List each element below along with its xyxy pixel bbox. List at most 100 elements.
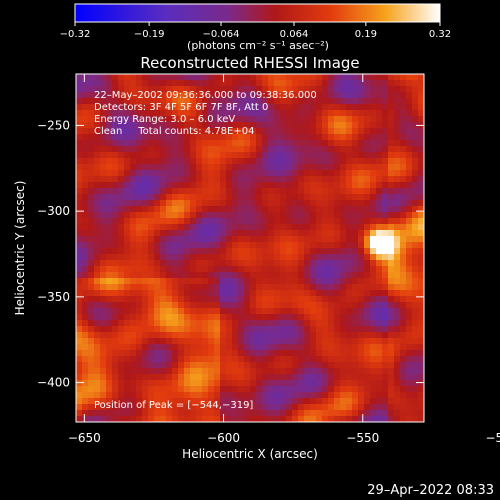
heatmap-cell [220, 236, 226, 242]
heatmap-cell [274, 290, 280, 296]
heatmap-cell [124, 182, 130, 188]
heatmap-cell [208, 242, 214, 248]
heatmap-cell [232, 128, 238, 134]
heatmap-cell [298, 386, 304, 392]
heatmap-cell [178, 308, 184, 314]
heatmap-cell [364, 188, 370, 194]
heatmap-cell [124, 278, 130, 284]
heatmap-cell [160, 224, 166, 230]
heatmap-cell [328, 242, 334, 248]
heatmap-cell [196, 212, 202, 218]
heatmap-cell [316, 308, 322, 314]
heatmap-cell [118, 254, 124, 260]
heatmap-cell [256, 284, 262, 290]
annotation-counts: Clean Total counts: 4.78E+04 [94, 126, 254, 137]
heatmap-cell [316, 206, 322, 212]
heatmap-cell [310, 194, 316, 200]
heatmap-cell [376, 110, 382, 116]
heatmap-cell [292, 278, 298, 284]
heatmap-cell [352, 176, 358, 182]
heatmap-cell [238, 236, 244, 242]
heatmap-cell [82, 302, 88, 308]
heatmap-cell [154, 134, 160, 140]
heatmap-cell [394, 404, 400, 410]
heatmap-cell [196, 224, 202, 230]
heatmap-cell [400, 158, 406, 164]
heatmap-cell [334, 206, 340, 212]
heatmap-cell [94, 224, 100, 230]
heatmap-cell [172, 134, 178, 140]
heatmap-cell [322, 86, 328, 92]
heatmap-cell [382, 98, 388, 104]
heatmap-cell [280, 92, 286, 98]
heatmap-cell [190, 218, 196, 224]
heatmap-cell [340, 320, 346, 326]
heatmap-cell [364, 104, 370, 110]
heatmap-cell [136, 410, 142, 416]
heatmap-cell [148, 320, 154, 326]
heatmap-cell [220, 332, 226, 338]
heatmap-cell [274, 80, 280, 86]
heatmap-cell [364, 320, 370, 326]
heatmap-cell [394, 104, 400, 110]
heatmap-cell [196, 110, 202, 116]
heatmap-cell [376, 320, 382, 326]
heatmap-cell [100, 386, 106, 392]
heatmap-cell [286, 134, 292, 140]
heatmap-cell [172, 224, 178, 230]
heatmap-cell [226, 218, 232, 224]
heatmap-cell [184, 296, 190, 302]
heatmap-cell [82, 224, 88, 230]
heatmap-cell [316, 140, 322, 146]
heatmap-cell [256, 266, 262, 272]
heatmap-cell [328, 116, 334, 122]
heatmap-cell [208, 86, 214, 92]
heatmap-cell [214, 218, 220, 224]
heatmap-cell [358, 218, 364, 224]
heatmap-cell [190, 158, 196, 164]
heatmap-cell [394, 314, 400, 320]
heatmap-cell [148, 104, 154, 110]
heatmap-cell [220, 344, 226, 350]
heatmap-cell [76, 242, 82, 248]
heatmap-cell [346, 92, 352, 98]
heatmap-cell [268, 236, 274, 242]
heatmap-cell [244, 134, 250, 140]
heatmap-cell [328, 248, 334, 254]
heatmap-cell [76, 308, 82, 314]
heatmap-cell [82, 188, 88, 194]
heatmap-cell [286, 248, 292, 254]
colorbar [74, 3, 441, 23]
heatmap-cell [94, 278, 100, 284]
heatmap-cell [418, 170, 424, 176]
heatmap-cell [166, 140, 172, 146]
heatmap-cell [244, 314, 250, 320]
heatmap-cell [364, 80, 370, 86]
heatmap-cell [412, 356, 418, 362]
heatmap-cell [382, 128, 388, 134]
heatmap-cell [262, 398, 268, 404]
heatmap-cell [262, 308, 268, 314]
heatmap-cell [88, 176, 94, 182]
heatmap-cell [142, 308, 148, 314]
heatmap-cell [82, 116, 88, 122]
heatmap-cell [418, 230, 424, 236]
heatmap-cell [268, 284, 274, 290]
heatmap-cell [76, 386, 82, 392]
heatmap-cell [412, 92, 418, 98]
heatmap-cell [268, 92, 274, 98]
heatmap-cell [172, 326, 178, 332]
heatmap-cell [304, 110, 310, 116]
heatmap-cell [172, 260, 178, 266]
heatmap-cell [256, 146, 262, 152]
heatmap-cell [346, 188, 352, 194]
heatmap-cell [286, 206, 292, 212]
heatmap-cell [280, 152, 286, 158]
heatmap-cell [214, 302, 220, 308]
heatmap-cell [238, 344, 244, 350]
heatmap-cell [370, 392, 376, 398]
heatmap-cell [214, 404, 220, 410]
heatmap-cell [280, 140, 286, 146]
heatmap-cell [94, 248, 100, 254]
heatmap-cell [106, 92, 112, 98]
